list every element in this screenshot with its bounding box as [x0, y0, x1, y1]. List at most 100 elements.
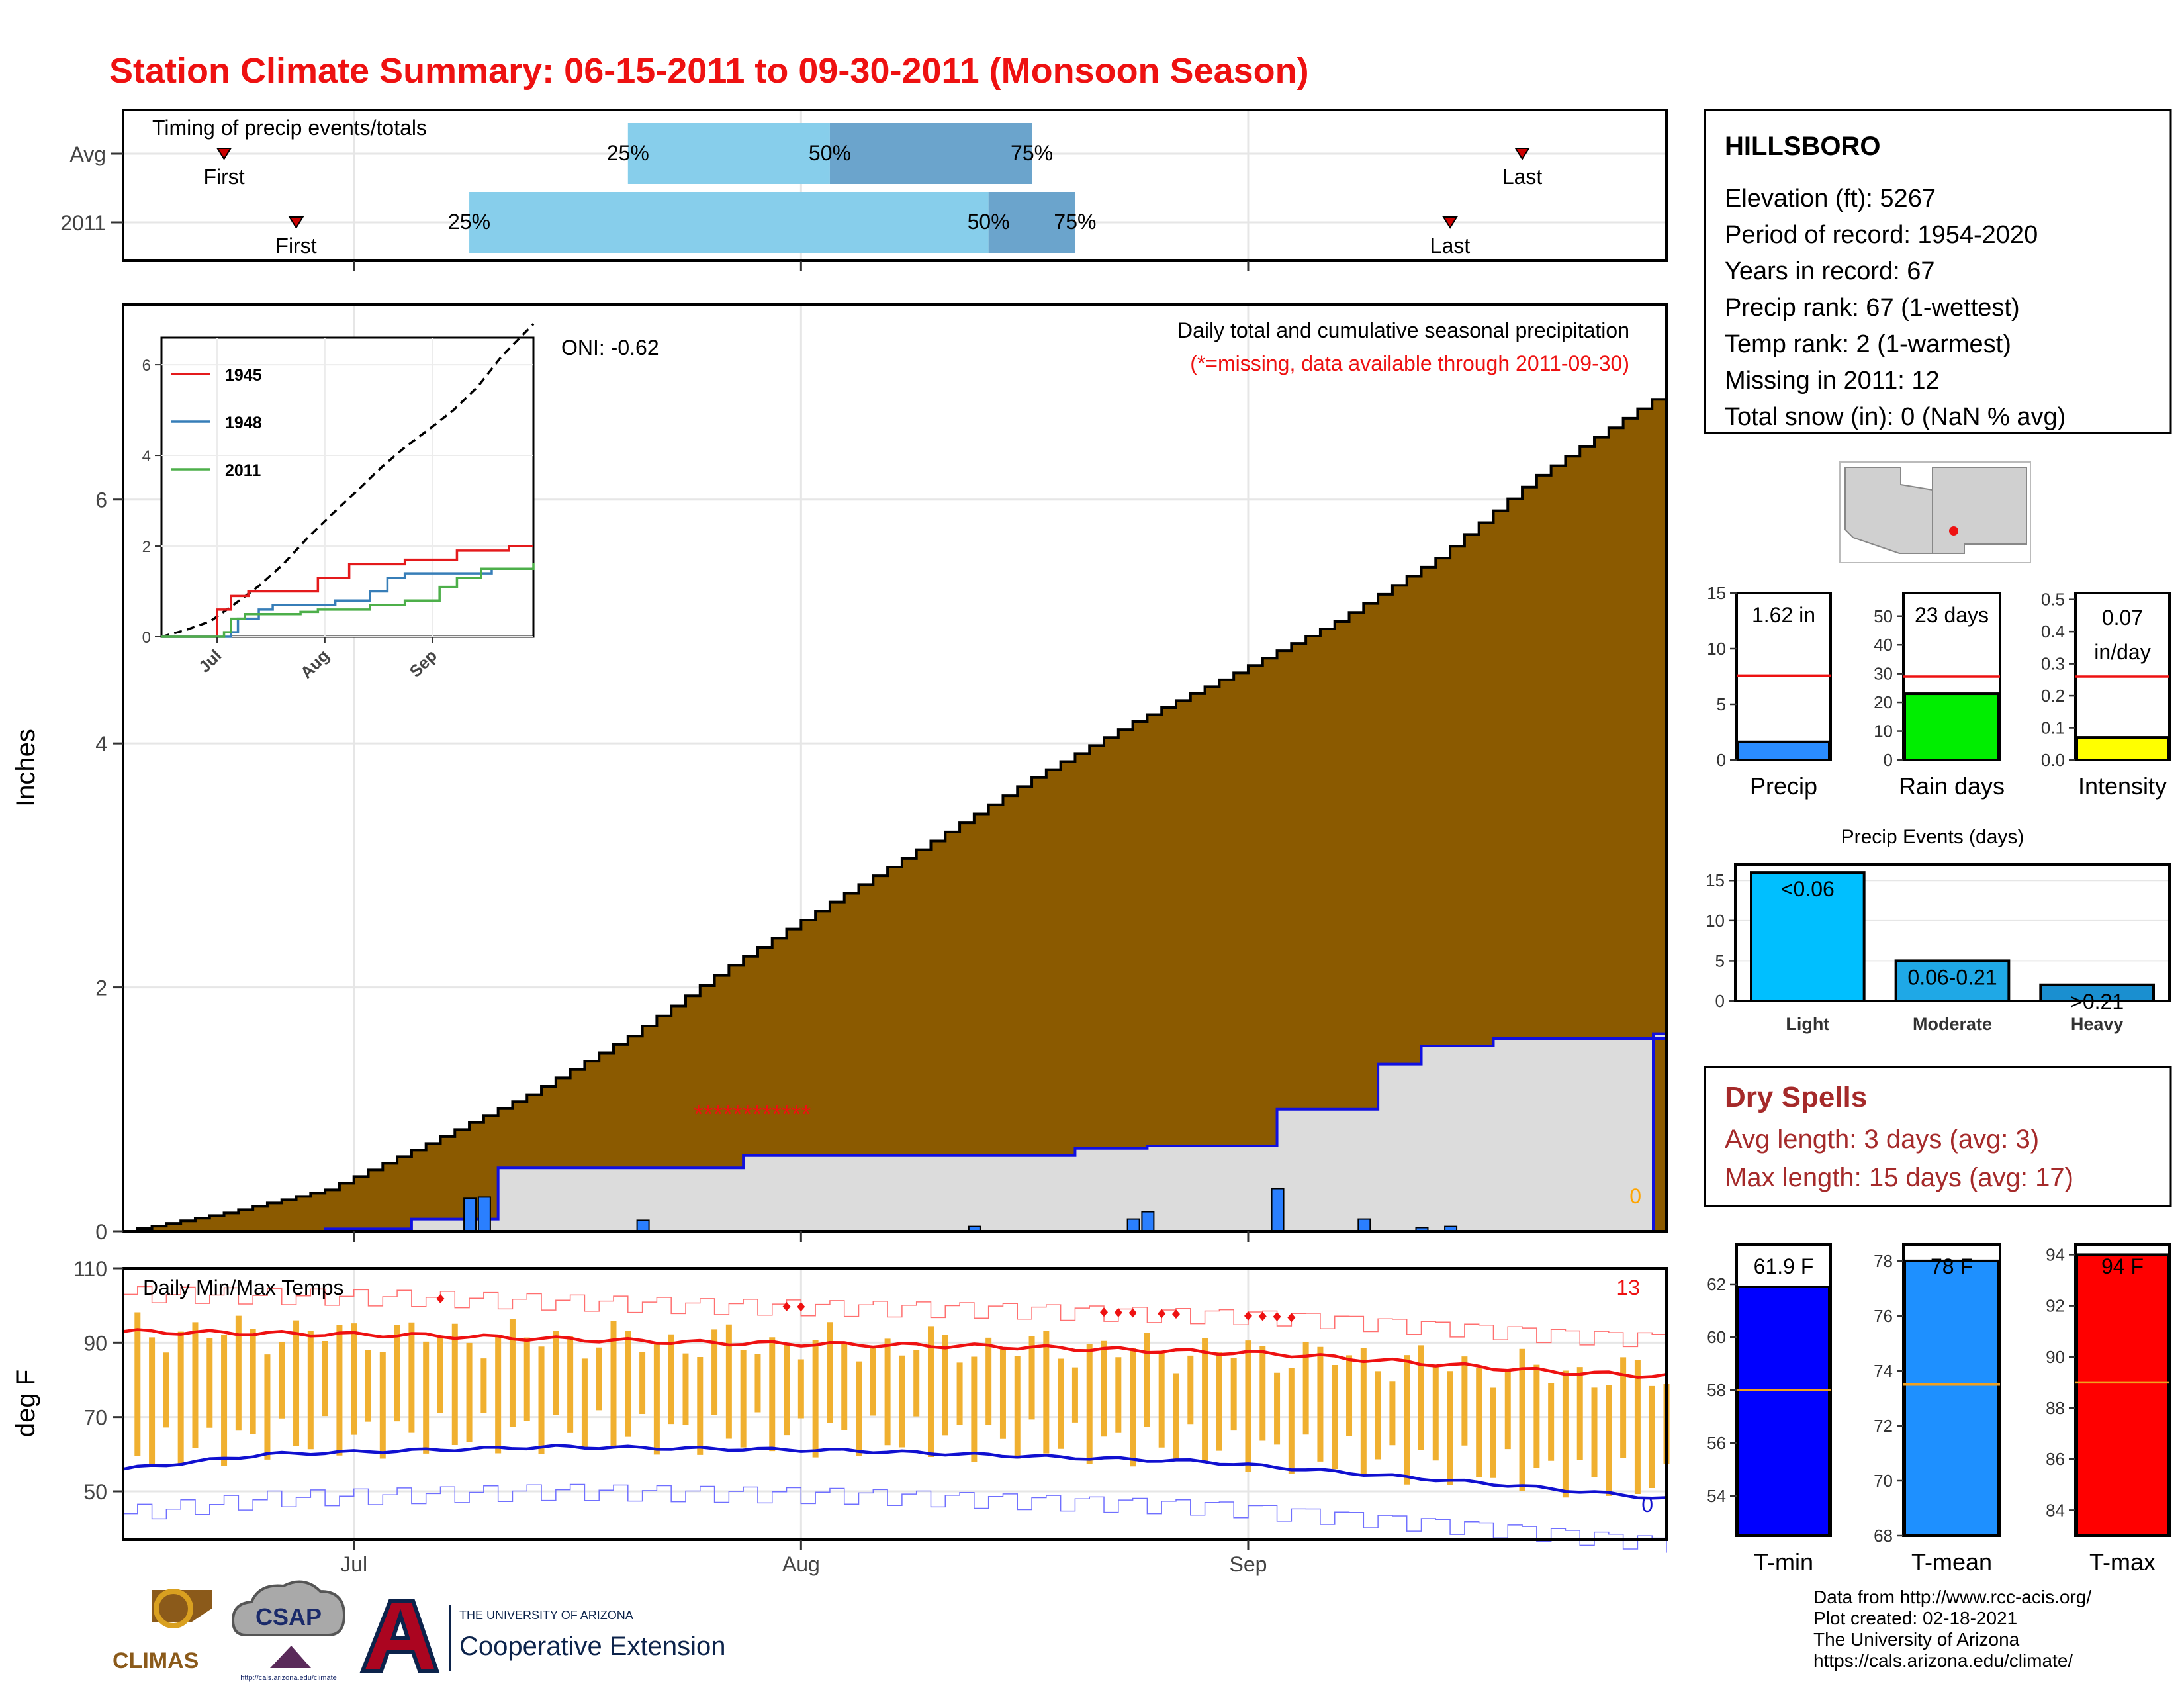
temp-panel-frame [122, 1267, 1668, 1541]
first-event-marker [216, 148, 232, 160]
summary-t-mean-y-tick-label-2: 72 [1874, 1416, 1893, 1436]
inset-line-1948 [161, 567, 533, 638]
record-high-marker-3 [1100, 1307, 1109, 1317]
events-x-label-moderate: Moderate [1913, 1014, 1992, 1034]
avg-tmax-line [122, 1328, 1667, 1379]
events-x-label-heavy: Heavy [2071, 1014, 2124, 1034]
summary-intensity-y-tick-label-1: 0.1 [2041, 718, 2065, 738]
ua-logo: THE UNIVERSITY OF ARIZONA Cooperative Ex… [359, 1599, 725, 1673]
missing-data-marker: ************ [694, 1101, 811, 1129]
precip-count-label: 0 [1629, 1184, 1641, 1208]
summary-intensity-y-tick-label-4: 0.4 [2041, 622, 2065, 641]
summary-intensity-label: Intensity [2078, 773, 2167, 800]
temp-lines [122, 1286, 1667, 1553]
temp-x-tick-label-Aug: Aug [782, 1552, 820, 1576]
record-high-marker-2 [797, 1302, 805, 1312]
footer: Data from http://www.rcc-acis.org/ Plot … [1813, 1587, 2091, 1671]
summary-intensity-y-tick-label-5: 0.5 [2041, 590, 2065, 610]
last-event-marker [1514, 148, 1530, 160]
last-event-label: Last [1430, 234, 1471, 258]
events-title: Precip Events (days) [1841, 826, 2025, 848]
ua-big-text: Cooperative Extension [459, 1632, 725, 1661]
summary-t-mean-y-tick-label-3: 74 [1874, 1361, 1893, 1381]
summary-precip-value-label: 1.62 in [1752, 603, 1815, 627]
temp-panel-title: Daily Min/Max Temps [143, 1276, 343, 1299]
summary-intensity-bar [2075, 736, 2169, 761]
inset-series-lines [161, 323, 535, 638]
precip-y-tick-label-1: 2 [95, 976, 107, 1000]
timing-panel: Timing of precip events/totals Avg 25% 50%… [60, 109, 1668, 271]
daily-precip-bar-5 [1141, 1211, 1155, 1233]
summary-t-min-y-tick-label-4: 62 [1707, 1274, 1726, 1294]
summary-t-max-y-tick-label-0: 84 [2046, 1500, 2065, 1520]
temperature-panel: 50 70 90 110 Jul Aug Sep deg F Daily Min/Max … [11, 1257, 1670, 1576]
temp-x-axis: Jul Aug Sep [340, 1540, 1267, 1576]
timing-p50-label: 50% [968, 210, 1010, 234]
record-low-line [123, 1483, 1667, 1553]
record-high-marker-9 [1258, 1311, 1267, 1321]
summary-intensity-y-tick-label-0: 0.0 [2041, 750, 2065, 770]
summary-t-max-y-tick-label-3: 90 [2046, 1347, 2065, 1367]
summary-t-max-y-tick-label-1: 86 [2046, 1449, 2065, 1469]
summary-precip-y-tick-label-1: 5 [1717, 694, 1726, 714]
station-detail-6: Total snow (in): 0 (NaN % avg) [1725, 403, 2066, 431]
footer-line-2: Plot created: 02-18-2021 [1813, 1608, 2017, 1628]
precip-y-label: Inches [11, 729, 40, 807]
timing-bar-25-50 [627, 123, 830, 184]
temp-summary-charts: 54 56 58 60 62 61.9 F T-min 68 70 72 74 76 78 78 F T-m… [1707, 1243, 2171, 1575]
dry-spells-max: Max length: 15 days (avg: 17) [1725, 1163, 2073, 1192]
daily-precip-bar-6 [1271, 1188, 1285, 1233]
station-details: Elevation (ft): 5267 Period of record: 19… [1725, 185, 2066, 431]
events-y-tick-label-1: 5 [1715, 951, 1725, 970]
summary-t-max-y-tick-label-2: 88 [2046, 1398, 2065, 1418]
temp-y-tick-label-1: 70 [83, 1406, 107, 1430]
footer-line-3: The University of Arizona [1813, 1629, 2020, 1650]
station-detail-3: Precip rank: 67 (1-wettest) [1725, 294, 2020, 322]
inset-frame [160, 336, 535, 638]
summary-rain-days-y-tick-label-2: 20 [1874, 692, 1893, 712]
summary-t-max-value-label: 94 F [2101, 1254, 2144, 1278]
precip-panel-subtitle: (*=missing, data available through 2011-… [1190, 352, 1629, 375]
station-detail-5: Missing in 2011: 12 [1725, 367, 1940, 395]
record-high-marker-4 [1114, 1307, 1122, 1317]
station-info-box: HILLSBORO Elevation (ft): 5267 Period of … [1704, 109, 2172, 434]
events-y-tick-label-0: 0 [1715, 991, 1725, 1011]
inset-line-average [161, 323, 535, 638]
summary-t-min-y-tick-label-3: 60 [1707, 1327, 1726, 1347]
record-high-marker-10 [1273, 1312, 1281, 1322]
record-high-marker-5 [1128, 1308, 1137, 1318]
record-high-marker-8 [1244, 1311, 1252, 1321]
temp-y-tick-label-2: 90 [83, 1331, 107, 1355]
precip-panel-title: Daily total and cumulative seasonal prec… [1177, 318, 1629, 342]
summary-t-min-value-label: 61.9 F [1754, 1254, 1814, 1278]
summary-intensity-value-label: 0.07 [2102, 606, 2143, 630]
oni-value: ONI: -0.62 [561, 336, 659, 359]
summary-t-mean-y-tick-label-1: 70 [1874, 1471, 1893, 1491]
summary-rain-days-bar [1903, 692, 2000, 762]
csap-mountain [270, 1646, 311, 1668]
timing-row-label: Avg [69, 142, 106, 166]
record-high-marker-11 [1287, 1313, 1296, 1323]
avg-cumulative-area [123, 389, 1668, 1233]
summary-rain-days-y-tick-label-5: 50 [1874, 606, 1893, 626]
precip-panel-frame [122, 303, 1668, 1233]
summary-t-max-bar [2075, 1253, 2169, 1537]
temp-x-tick-label-Sep: Sep [1229, 1552, 1267, 1576]
station-name: HILLSBORO [1725, 132, 1881, 161]
events-y-tick-label-3: 15 [1706, 870, 1725, 890]
summary-precip-bar [1737, 740, 1831, 762]
station-location-dot [1949, 526, 1958, 536]
record-high-marker-1 [782, 1301, 791, 1311]
csap-cloud [231, 1580, 346, 1636]
dry-spells-box: Dry Spells Avg length: 3 days (avg: 3) M… [1704, 1066, 2172, 1207]
csap-logo-text: CSAP [255, 1603, 322, 1630]
timing-panel-title: Timing of precip events/totals [152, 116, 427, 140]
inset-legend-label-2011: 2011 [225, 461, 261, 480]
station-detail-4: Temp rank: 2 (1-warmest) [1725, 330, 2011, 358]
summary-rain-days-label: Rain days [1899, 773, 2005, 800]
precip-summary-charts: 0 5 10 15 1.62 in Precip 0 10 20 30 40 50 23 days Rai… [1707, 583, 2171, 800]
inset-legend-label-1945: 1945 [225, 366, 262, 385]
last-event-label: Last [1502, 165, 1543, 189]
